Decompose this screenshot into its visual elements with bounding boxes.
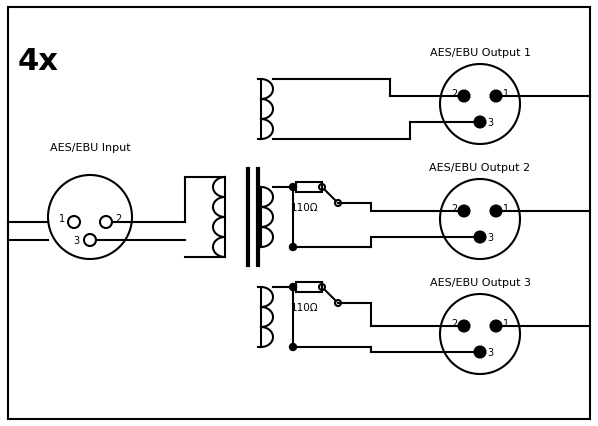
Circle shape [289,344,297,351]
Text: 1: 1 [503,318,509,328]
Circle shape [459,91,469,102]
Text: AES/EBU Output 1: AES/EBU Output 1 [429,48,530,58]
Text: 2: 2 [451,204,457,213]
Circle shape [490,321,502,332]
Text: 3: 3 [487,233,493,242]
Circle shape [289,184,297,191]
Circle shape [459,206,469,217]
Text: 3: 3 [487,347,493,357]
Text: 110Ω: 110Ω [291,302,319,312]
Text: 1: 1 [503,89,509,99]
Circle shape [459,321,469,332]
Text: AES/EBU Output 3: AES/EBU Output 3 [429,277,530,287]
Text: 3: 3 [487,118,493,128]
Bar [296,282,322,292]
Circle shape [490,91,502,102]
Text: 2: 2 [451,318,457,328]
Text: 3: 3 [73,236,79,245]
Text: 4x: 4x [17,47,59,76]
Text: 2: 2 [451,89,457,99]
Text: 1: 1 [503,204,509,213]
Text: 110Ω: 110Ω [291,202,319,213]
Circle shape [490,206,502,217]
Bar [296,183,322,193]
Circle shape [474,232,486,243]
Text: AES/EBU Output 2: AES/EBU Output 2 [429,163,530,173]
Text: 2: 2 [115,213,121,224]
Circle shape [474,117,486,128]
Circle shape [289,284,297,291]
Circle shape [474,347,486,358]
Circle shape [289,244,297,251]
Text: AES/EBU Input: AES/EBU Input [50,143,130,153]
Text: 1: 1 [59,213,65,224]
